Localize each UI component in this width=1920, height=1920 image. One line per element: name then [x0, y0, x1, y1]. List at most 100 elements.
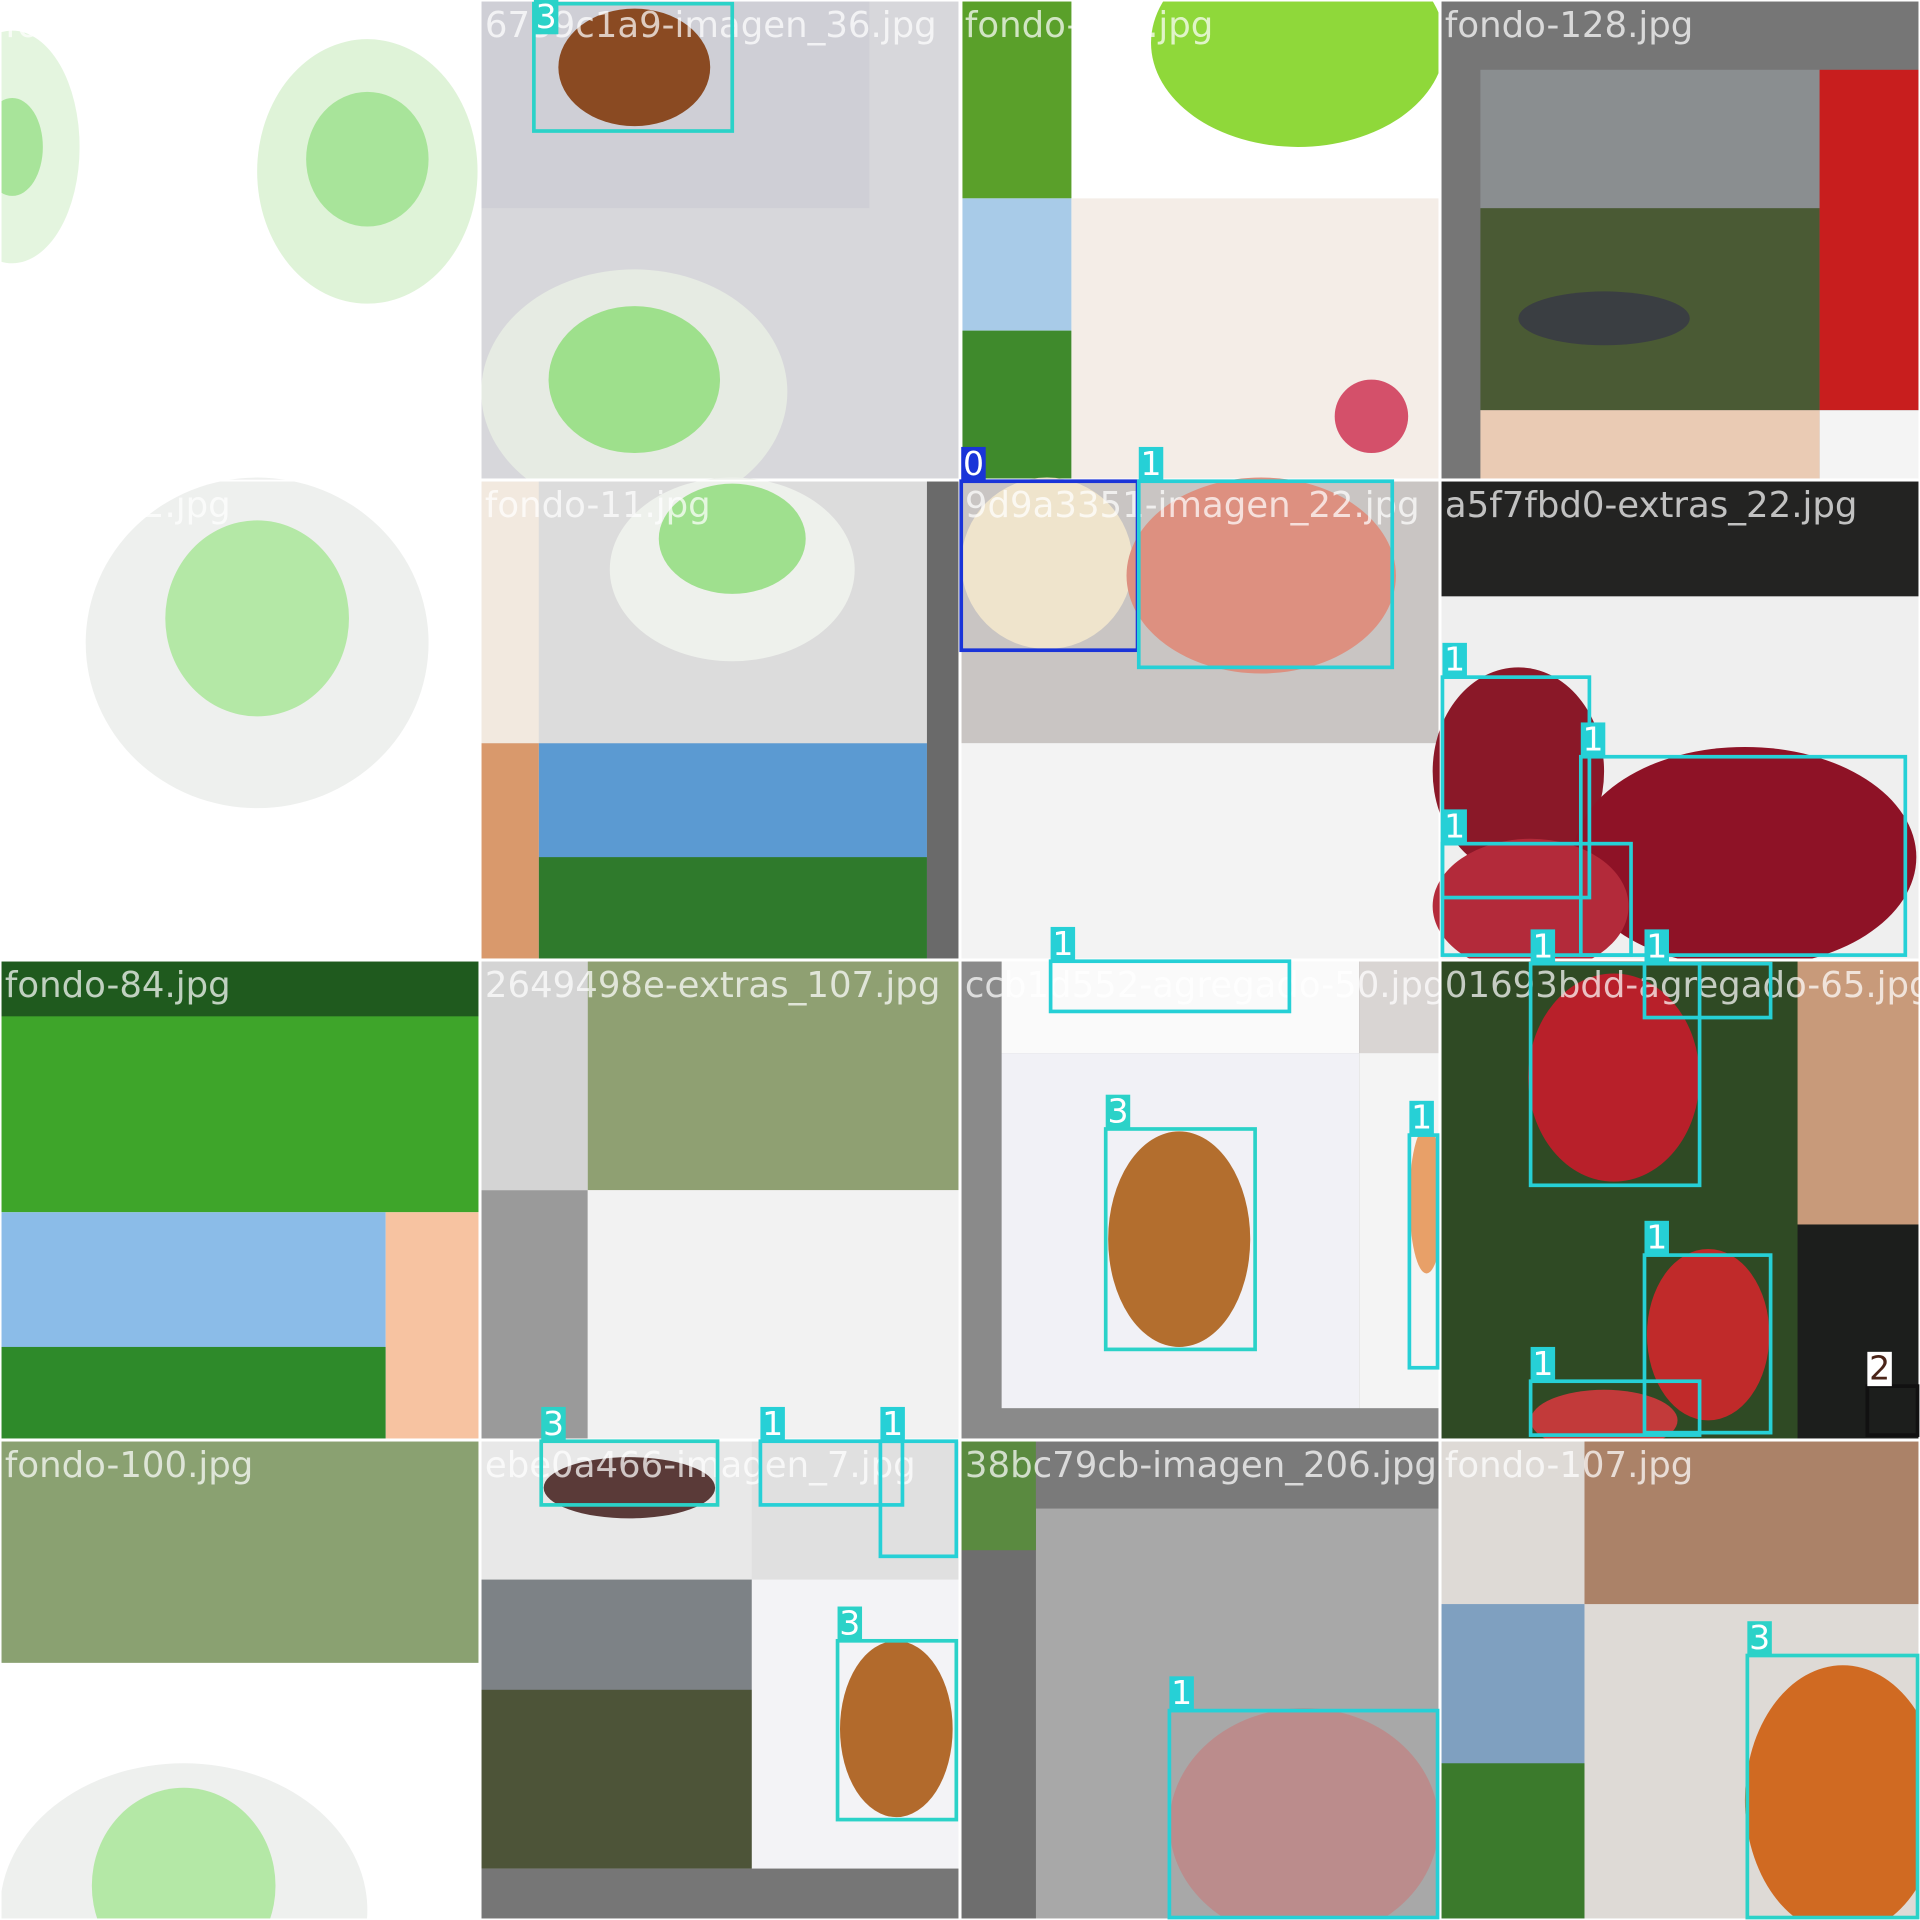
filename: fondo-115.jpg — [5, 5, 253, 46]
filename: fondo-11.jpg — [485, 485, 711, 526]
filename: fondo-84.jpg — [5, 965, 231, 1006]
class-label: 1 — [1411, 1098, 1432, 1137]
class-label: 3 — [839, 1603, 860, 1642]
tile-border — [479, 479, 961, 961]
filename: ccb1d552-agregado-50.jpg — [965, 965, 1446, 1006]
image-object — [1151, 0, 1445, 147]
filename: 9d9a3351-imagen_22.jpg — [965, 485, 1420, 526]
image-object — [1108, 1131, 1251, 1347]
tile: fondo-128.jpg — [1439, 0, 1920, 481]
image-object — [165, 520, 349, 717]
class-tab — [837, 1606, 863, 1641]
class-tab — [1747, 1621, 1772, 1656]
bounding-box — [1048, 959, 1292, 1014]
image-region — [926, 480, 960, 960]
class-label: 0 — [963, 444, 984, 483]
class-tab — [1442, 642, 1467, 678]
image-object — [840, 1640, 953, 1818]
class-label: 1 — [1052, 924, 1073, 963]
tile: fondo-115.jpg — [0, 0, 481, 481]
bounding-box — [1528, 1379, 1702, 1437]
image-object — [1573, 746, 1917, 968]
bounding-box — [1167, 1708, 1440, 1920]
class-label: 3 — [1107, 1092, 1128, 1131]
class-tab — [961, 446, 986, 482]
image-region — [0, 1346, 386, 1440]
image-object — [1409, 1126, 1444, 1274]
tile: ebe0a466-imagen_7.jpg — [479, 1439, 961, 1920]
class-label: 1 — [762, 1404, 783, 1443]
image-region — [480, 960, 588, 1191]
filename: fondo-138.jpg — [965, 5, 1213, 46]
class-label: 2 — [1869, 1349, 1890, 1388]
bounding-box — [1136, 479, 1395, 670]
bounding-box — [758, 1439, 905, 1507]
image-object — [558, 8, 711, 127]
filename: ebe0a466-imagen_7.jpg — [485, 1445, 916, 1486]
image-object — [1126, 477, 1396, 674]
bounding-box — [1642, 1253, 1773, 1435]
filename: fondo-128.jpg — [1445, 5, 1693, 46]
image-region — [1797, 1224, 1920, 1440]
image-object — [1528, 973, 1700, 1182]
class-label: 1 — [1171, 1673, 1192, 1712]
filename: 6759c1a9-imagen_36.jpg — [485, 5, 937, 46]
class-label: 1 — [1532, 926, 1553, 965]
image-region — [962, 198, 1072, 331]
tile: ccb1d552-agregado-50.jpg — [959, 959, 1446, 1441]
image-object — [306, 91, 429, 227]
filename: fondo-107.jpg — [1445, 1445, 1693, 1486]
image-object — [658, 483, 806, 594]
class-label: 3 — [1749, 1618, 1770, 1657]
class-tab — [1644, 1220, 1669, 1256]
class-label: 1 — [1583, 719, 1604, 758]
bounding-box — [1642, 961, 1773, 1020]
bounding-box — [1103, 1127, 1257, 1352]
bounding-box — [1865, 1384, 1920, 1437]
tile: 01693bdd-agregado-65.jpg — [1439, 959, 1920, 1452]
bounding-box — [835, 1638, 959, 1822]
image-region — [1035, 1440, 1440, 1509]
image-region — [1819, 410, 1920, 480]
filename: 38bc79cb-imagen_206.jpg — [965, 1445, 1437, 1486]
filename: fondo-100.jpg — [5, 1445, 253, 1486]
bounding-box — [878, 1439, 959, 1559]
tile: fondo-100.jpg — [0, 1439, 481, 1920]
image-region — [961, 743, 1440, 960]
image-region — [960, 1440, 1036, 1551]
image-region — [385, 1212, 480, 1440]
bounding-box — [1528, 961, 1702, 1188]
image-object — [548, 306, 720, 454]
tile-border — [1439, 0, 1920, 481]
image-object — [0, 97, 43, 196]
class-tab — [1169, 1676, 1194, 1711]
class-label: 1 — [1646, 1218, 1667, 1257]
tile-border — [479, 1439, 961, 1920]
image-region — [587, 1190, 960, 1440]
tile-border — [0, 959, 481, 1441]
image-region — [1440, 1763, 1585, 1920]
image-region — [0, 1440, 480, 1663]
image-object — [1744, 1665, 1920, 1920]
image-region — [480, 743, 539, 960]
bounding-box — [532, 1, 735, 133]
tile: fondo-12.jpg — [0, 477, 481, 961]
image-object — [91, 1787, 276, 1920]
image-region — [1797, 960, 1920, 1225]
image-object — [1169, 1708, 1439, 1920]
class-tab — [533, 0, 559, 35]
class-label: 3 — [536, 0, 557, 36]
class-tab — [1644, 929, 1669, 964]
class-label: 1 — [1444, 806, 1465, 845]
image-region — [538, 857, 927, 960]
tile: 6759c1a9-imagen_36.jpg — [479, 0, 961, 515]
tile-border — [0, 1439, 481, 1920]
image-region — [480, 480, 539, 744]
image-object — [1334, 379, 1409, 454]
class-tab — [1580, 722, 1606, 757]
image-region — [0, 960, 480, 1017]
class-tab — [1105, 1094, 1131, 1129]
class-tab — [760, 1406, 785, 1442]
